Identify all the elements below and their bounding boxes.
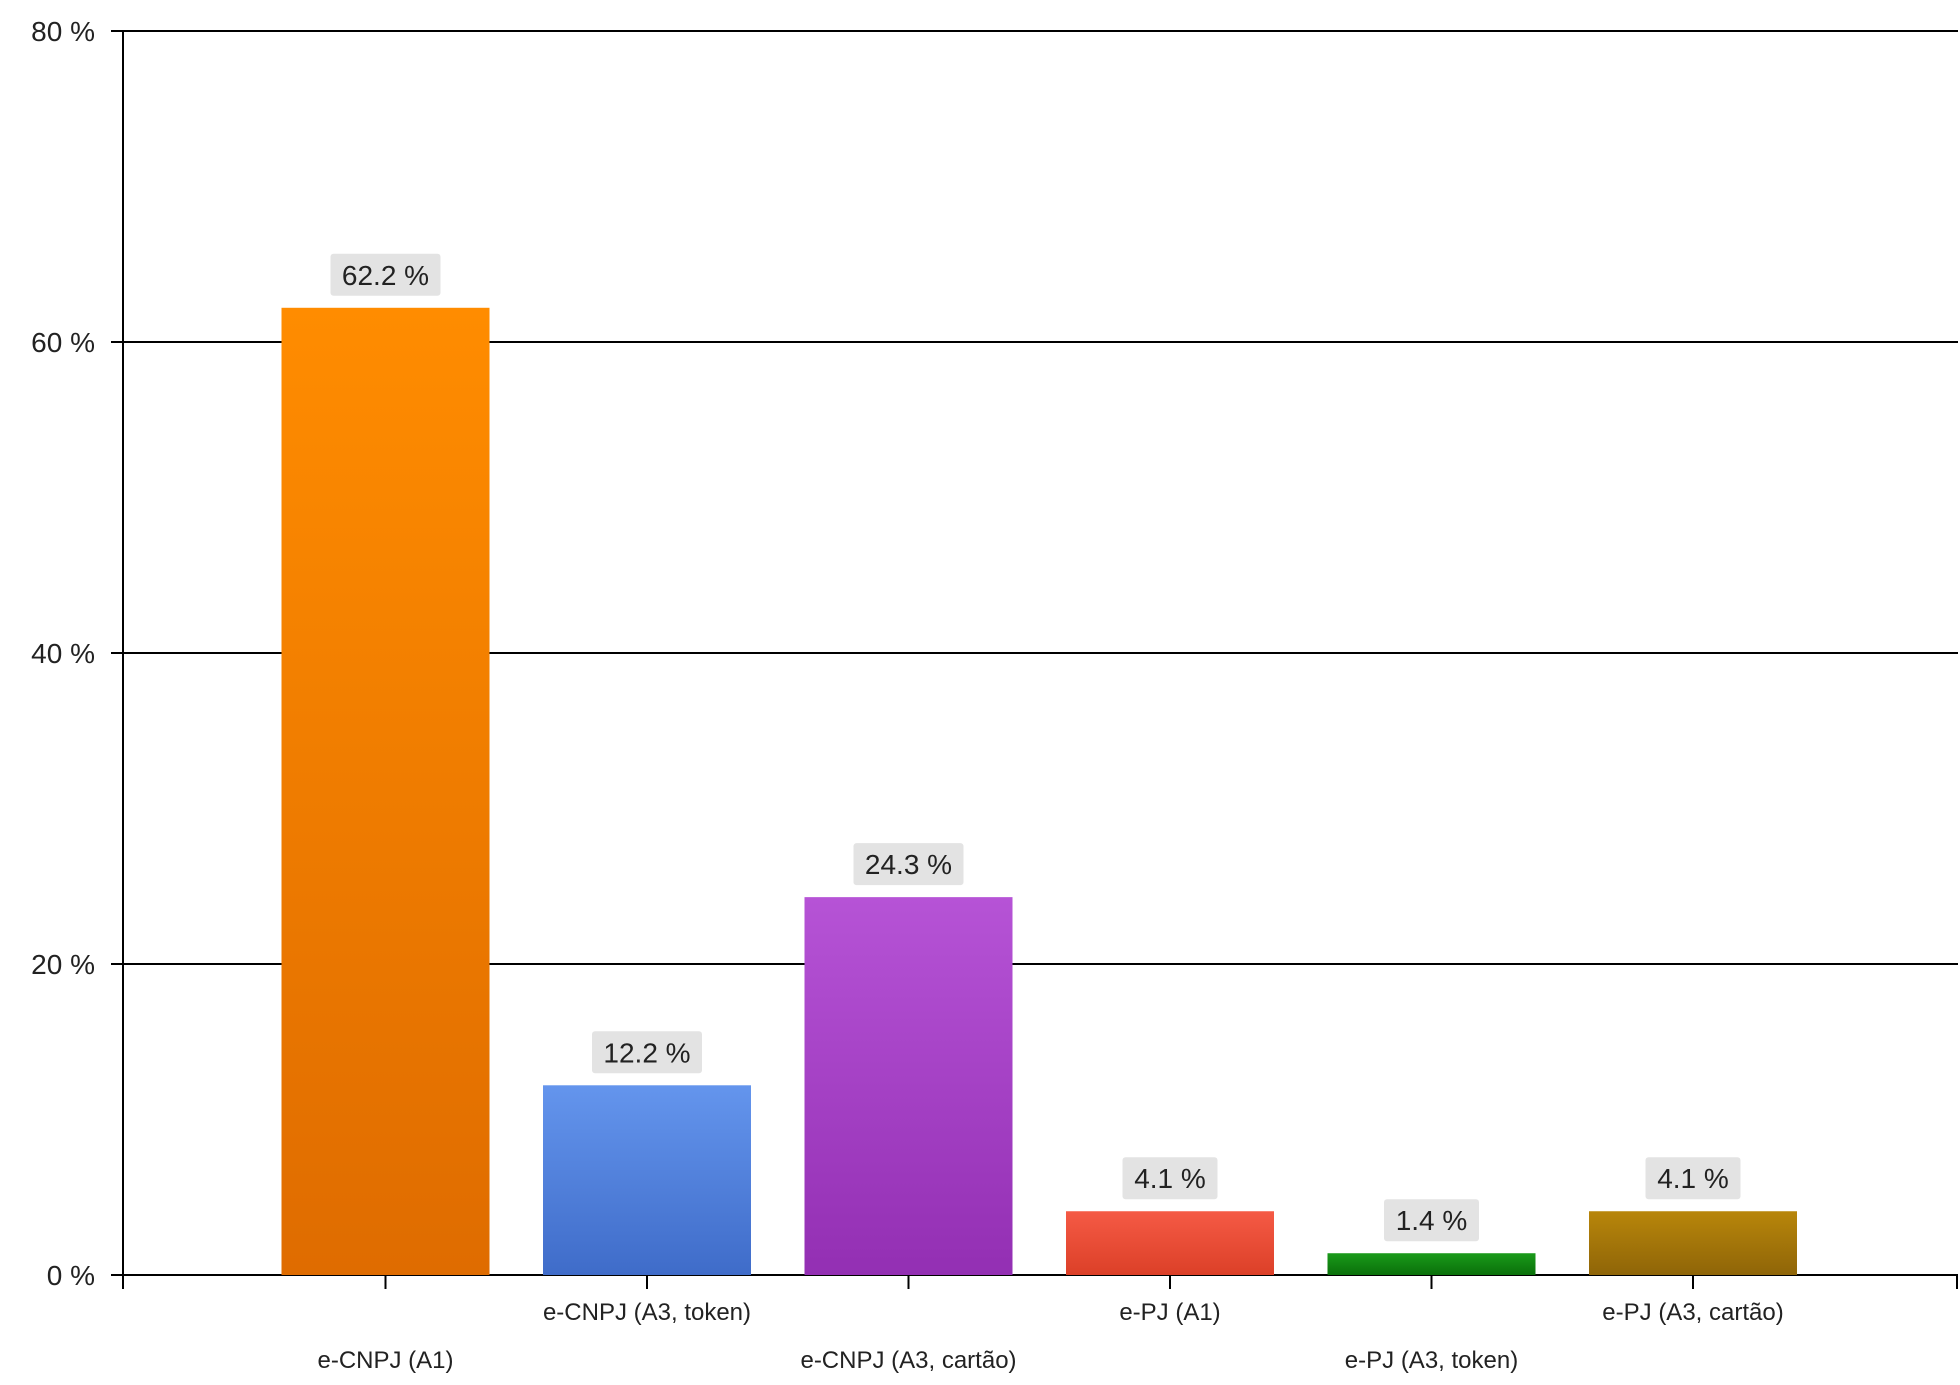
data-label-box xyxy=(853,843,964,886)
data-label: 12.2 % xyxy=(603,1037,690,1068)
y-tick-label: 40 % xyxy=(31,638,95,669)
data-label-box xyxy=(1645,1157,1741,1200)
category-label: e-PJ (A3, token) xyxy=(1345,1347,1518,1374)
bars xyxy=(281,307,1797,1275)
y-tick-label: 20 % xyxy=(31,949,95,980)
axes: 0 % 20 % 40 % 60 % 80 % xyxy=(31,16,1958,1291)
data-label-box xyxy=(330,253,441,296)
category-label: e-CNPJ (A3, token) xyxy=(543,1299,751,1326)
data-label: 4.1 % xyxy=(1134,1163,1206,1194)
category-labels: e-CNPJ (A1) e-CNPJ (A3, token) e-CNPJ (A3,… xyxy=(317,1299,1783,1374)
category-label: e-CNPJ (A1) xyxy=(317,1347,453,1374)
data-label: 1.4 % xyxy=(1396,1205,1468,1236)
bar-3 xyxy=(1066,1211,1274,1275)
data-labels: 62.2 % 12.2 % 24.3 % 4.1 % 1.4 % 4.1 % xyxy=(330,253,1741,1242)
data-label-box xyxy=(1122,1157,1218,1200)
category-label: e-PJ (A3, cartão) xyxy=(1602,1299,1783,1326)
data-label-box xyxy=(592,1031,702,1074)
y-tick-label: 80 % xyxy=(31,16,95,47)
bar-0 xyxy=(281,307,490,1275)
bar-5 xyxy=(1589,1211,1797,1275)
y-tick-label: 60 % xyxy=(31,327,95,358)
data-label-box xyxy=(1384,1199,1479,1242)
data-label: 62.2 % xyxy=(342,260,429,291)
bar-4 xyxy=(1327,1253,1536,1275)
data-label: 4.1 % xyxy=(1657,1163,1729,1194)
data-label: 24.3 % xyxy=(865,849,952,880)
category-label: e-PJ (A1) xyxy=(1119,1299,1220,1326)
y-tick-label: 0 % xyxy=(47,1260,95,1291)
category-label: e-CNPJ (A3, cartão) xyxy=(800,1347,1016,1374)
bar-2 xyxy=(804,897,1013,1275)
bar-1 xyxy=(543,1085,751,1275)
